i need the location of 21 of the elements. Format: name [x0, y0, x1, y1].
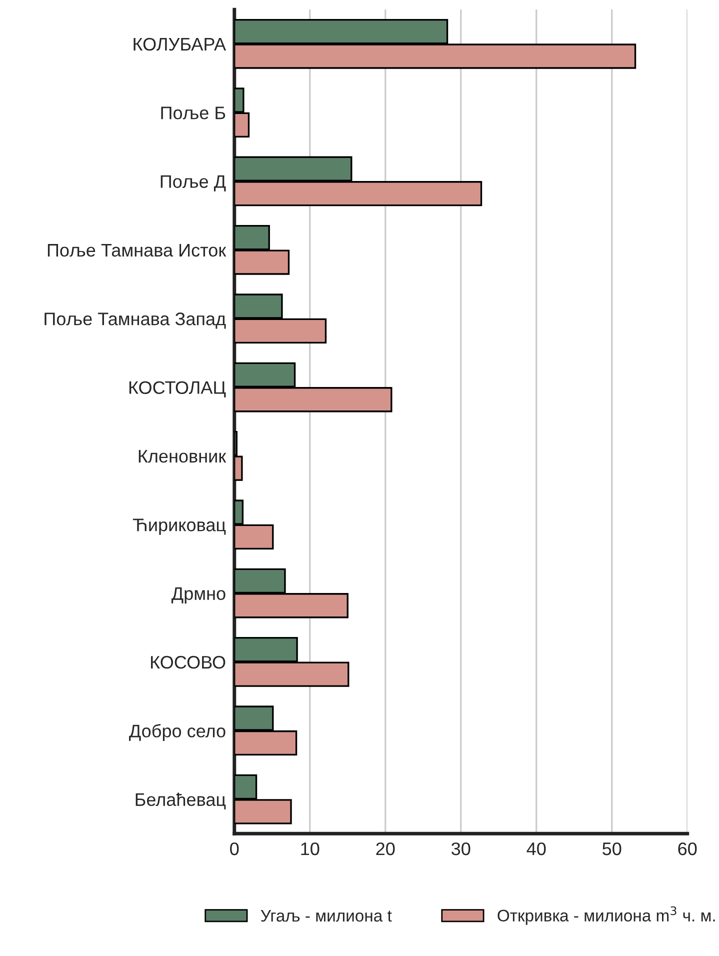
- x-tick-label: 0: [230, 842, 239, 856]
- y-tick-label: Поље Тамнава Запад: [44, 312, 226, 329]
- y-tick-label: Ћириковац: [132, 518, 226, 535]
- y-tick-label: Поље Д: [160, 175, 226, 192]
- y-tick-label: Дрмно: [172, 587, 226, 604]
- x-tick-label: 40: [526, 842, 546, 856]
- y-tick-label: КОСОВО: [151, 656, 226, 669]
- x-tick-label: 60: [678, 842, 697, 856]
- x-tick-label: 50: [602, 842, 622, 856]
- y-tick-label: Поље Б: [161, 106, 226, 120]
- legend-label: Угаљ - милиона t: [260, 910, 392, 922]
- x-tick-label: 30: [452, 842, 470, 856]
- y-tick-label: КОЛУБАРА: [134, 38, 226, 51]
- y-tick-label: КОСТОЛАЦ: [129, 381, 226, 398]
- legend-label: Откривка - милиона m$^{3}$ ч. м.: [498, 906, 715, 925]
- y-tick-label: Поље Тамнава Исток: [48, 244, 226, 257]
- y-tick-label: Кленовник: [138, 450, 226, 463]
- x-tick-label: 10: [301, 842, 320, 856]
- x-tick-label: 20: [376, 842, 395, 856]
- y-tick-label: Белаћевац: [136, 792, 226, 810]
- y-tick-label: Добро село: [129, 724, 226, 741]
